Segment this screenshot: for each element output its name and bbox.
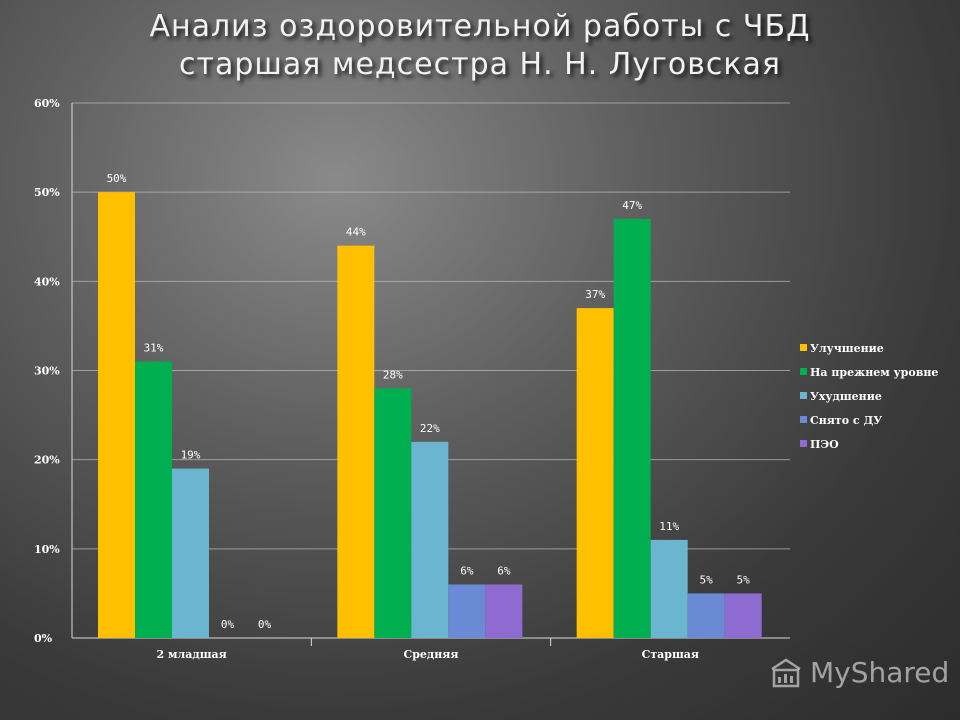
legend-item: Улучшение [810,342,884,355]
bar-1-1 [374,388,412,638]
data-label: 37% [585,288,605,301]
bar-0-1 [337,245,375,638]
legend-item: На прежнем уровне [810,366,938,379]
y-tick-label: 40% [34,275,60,288]
data-label: 50% [107,172,127,185]
bar-1-0 [135,361,172,638]
legend-swatch [800,440,807,447]
watermark-text: MyShared [810,656,950,689]
data-label: 0% [221,618,235,631]
data-label: 6% [497,565,511,578]
bar-2-1 [411,441,449,638]
slide-title-line-1: Анализ оздоровительной работы с ЧБД [149,9,811,44]
bar-0-0 [98,192,135,638]
x-tick-label: Старшая [642,648,699,661]
slide-title-line-2: старшая медсестра Н. Н. Луговская [179,47,781,82]
data-label: 28% [383,368,403,381]
data-label: 5% [700,573,714,586]
bar-4-1 [485,584,523,638]
data-label: 19% [181,449,201,462]
legend-item: Ухудшение [810,390,882,403]
bar-3-1 [448,584,486,638]
x-tick-label: 2 младшая [156,648,226,661]
legend-swatch [800,368,807,375]
watermark: MyShared [768,656,949,689]
bar-3-2 [687,593,725,638]
data-label: 0% [258,618,272,631]
legend-swatch [800,344,807,351]
x-tick-label: Средняя [403,648,458,661]
legend-swatch [800,416,807,423]
y-tick-label: 0% [34,632,53,645]
legend-item: ПЭО [810,438,839,451]
slide-title: Анализ оздоровительной работы с ЧБД стар… [0,8,960,84]
y-tick-label: 20% [34,454,60,467]
y-tick-label: 50% [34,186,60,199]
y-tick-label: 30% [34,365,60,378]
data-label: 6% [460,565,474,578]
data-label: 5% [737,573,751,586]
y-tick-label: 10% [34,543,60,556]
bar-1-2 [613,218,651,638]
bar-4-2 [724,593,762,638]
myshared-logo-icon [768,657,804,689]
data-label: 22% [420,422,440,435]
y-tick-label: 60% [34,97,60,110]
bar-0-2 [576,308,614,638]
data-label: 44% [346,226,366,239]
legend-swatch [800,392,807,399]
data-label: 11% [659,520,679,533]
legend-item: Снято с ДУ [810,414,882,427]
bar-2-2 [650,539,688,638]
bar-2-0 [172,468,209,638]
data-label: 31% [144,342,164,355]
data-label: 47% [622,199,642,212]
